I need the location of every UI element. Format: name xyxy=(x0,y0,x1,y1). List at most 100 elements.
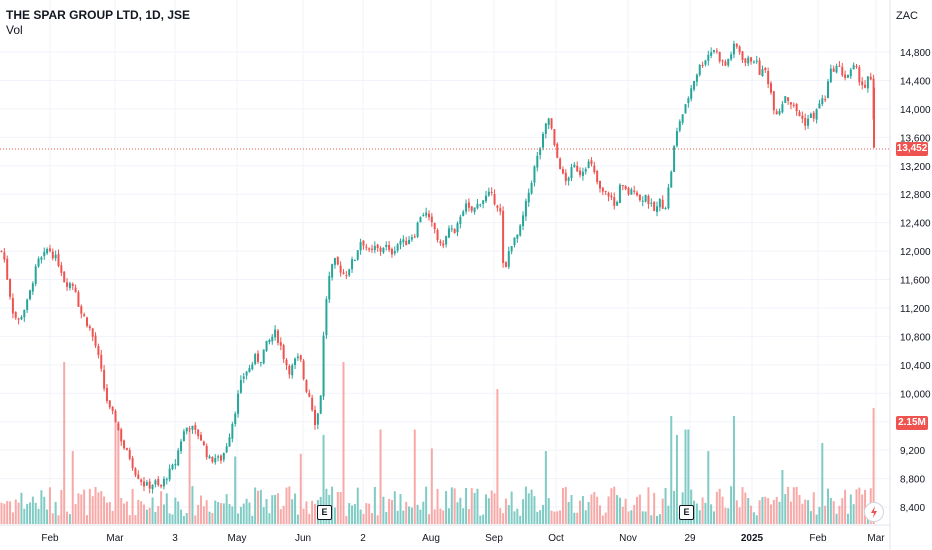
candle-body xyxy=(385,244,388,248)
candle-body xyxy=(214,458,217,463)
candle-body xyxy=(470,206,473,211)
volume-bar xyxy=(493,493,496,524)
candle-body xyxy=(510,246,513,252)
volume-bar xyxy=(396,510,399,524)
volume-bar xyxy=(872,407,875,524)
volume-bar xyxy=(789,501,792,524)
volume-bar xyxy=(430,448,433,524)
volume-bar xyxy=(784,494,787,524)
volume-bar xyxy=(741,487,744,524)
candle-body xyxy=(311,397,314,411)
volume-bar xyxy=(581,496,584,524)
candle-body xyxy=(402,239,405,243)
currency-label[interactable]: ZAC xyxy=(896,10,918,22)
candle-body xyxy=(829,68,832,83)
volume-bar xyxy=(738,507,741,524)
volume-bar xyxy=(385,511,388,524)
candle-body xyxy=(336,256,339,265)
candle-body xyxy=(225,446,228,453)
earnings-marker[interactable]: E xyxy=(679,505,694,520)
candle-body xyxy=(855,66,858,68)
volume-bar xyxy=(20,492,23,524)
candle-body xyxy=(342,272,345,275)
earnings-marker[interactable]: E xyxy=(317,505,332,520)
volume-bar xyxy=(752,512,755,524)
volume-bar xyxy=(225,494,228,524)
volume-bar xyxy=(336,492,339,524)
candle-body xyxy=(527,192,530,203)
candle-body xyxy=(191,425,194,430)
volume-bar xyxy=(613,486,616,524)
time-tick-label: 2 xyxy=(360,533,366,544)
candle-body xyxy=(408,239,411,244)
candle-body xyxy=(365,246,368,248)
candle-body xyxy=(638,194,641,201)
volume-bar xyxy=(276,493,279,524)
candle-body xyxy=(23,309,26,318)
candle-body xyxy=(698,64,701,75)
candle-body xyxy=(710,52,713,56)
volume-bar xyxy=(148,507,151,524)
lightning-icon[interactable] xyxy=(864,502,884,522)
candle-body xyxy=(91,328,94,337)
candle-body xyxy=(194,425,197,430)
candle-body xyxy=(200,434,202,441)
candle-body xyxy=(787,97,790,101)
candle-body xyxy=(715,50,718,52)
candle-body xyxy=(425,212,428,216)
volume-bar xyxy=(114,421,117,524)
candle-body xyxy=(248,368,251,373)
volume-bar xyxy=(656,515,658,524)
volume-bar xyxy=(533,496,536,524)
candle-body xyxy=(123,440,126,449)
volume-bar xyxy=(807,500,810,524)
volume-bar xyxy=(456,502,459,524)
volume-bar xyxy=(821,443,824,524)
candle-body xyxy=(51,251,54,259)
candle-body xyxy=(513,237,516,246)
candle-body xyxy=(410,237,413,240)
candles xyxy=(0,40,875,494)
candle-body xyxy=(544,123,547,134)
candle-body xyxy=(371,248,373,250)
volume-bar xyxy=(94,486,97,524)
candle-body xyxy=(653,201,656,211)
volume-bar xyxy=(134,515,137,524)
volume-bar xyxy=(579,500,582,524)
volume-bar xyxy=(191,486,194,524)
candle-body xyxy=(812,112,815,119)
volume-bar xyxy=(698,510,701,524)
candle-body xyxy=(721,60,724,62)
candle-body xyxy=(670,171,673,188)
candle-body xyxy=(673,146,676,172)
candle-body xyxy=(795,103,798,112)
volume-bar xyxy=(838,505,841,524)
candle-body xyxy=(74,287,77,293)
volume-bar xyxy=(524,486,527,524)
volume-bar xyxy=(755,515,758,524)
volume-bar xyxy=(413,429,416,524)
volume-bar xyxy=(137,499,140,524)
volume-bar xyxy=(573,512,576,524)
candle-body xyxy=(542,133,544,148)
volume-bar xyxy=(11,512,14,524)
candle-body xyxy=(362,240,365,246)
volume-bar xyxy=(219,503,222,524)
volume-bar xyxy=(462,508,465,524)
candle-body xyxy=(29,290,31,300)
volume-bar xyxy=(259,489,262,524)
volume-bar xyxy=(279,509,282,524)
candle-body xyxy=(539,148,542,155)
volume-bar xyxy=(351,505,354,524)
candle-body xyxy=(459,216,462,225)
candle-body xyxy=(718,52,721,62)
volume-bar xyxy=(607,496,610,524)
candle-body xyxy=(809,113,812,118)
candle-body xyxy=(827,81,829,99)
candle-body xyxy=(288,365,291,375)
candle-body xyxy=(86,317,88,327)
volume-bar xyxy=(849,494,852,524)
volume-bar xyxy=(83,489,86,524)
candle-body xyxy=(576,165,579,172)
